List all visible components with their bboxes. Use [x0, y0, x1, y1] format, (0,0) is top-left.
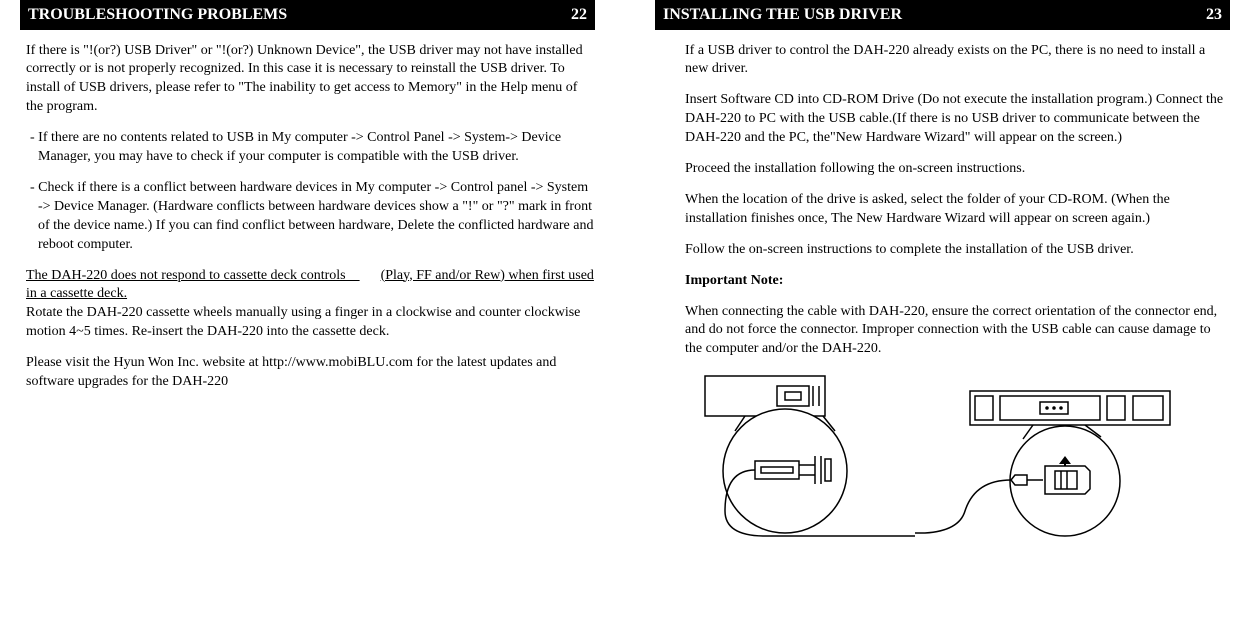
left-paragraph-2: Rotate the DAH-220 cassette wheels manua…	[26, 304, 595, 342]
right-paragraph-2: Insert Software CD into CD-ROM Drive (Do…	[685, 91, 1230, 148]
important-note-text: When connecting the cable with DAH-220, …	[685, 303, 1230, 360]
page-right: INSTALLING THE USB DRIVER 23 If a USB dr…	[625, 0, 1250, 635]
header-bar-left: TROUBLESHOOTING PROBLEMS 22	[20, 0, 595, 30]
pc-port-diagram-icon	[685, 371, 915, 541]
right-paragraph-1: If a USB driver to control the DAH-220 a…	[685, 42, 1230, 80]
left-underline-part-a: The DAH-220 does not respond to cassette…	[26, 268, 360, 283]
usb-connection-diagram	[685, 371, 1230, 541]
page-left: TROUBLESHOOTING PROBLEMS 22 If there is …	[0, 0, 625, 635]
right-paragraph-3: Proceed the installation following the o…	[685, 160, 1230, 179]
body-left: If there is "!(or?) USB Driver" or "!(or…	[20, 42, 595, 392]
left-list-item-1: - If there are no contents related to US…	[26, 129, 595, 167]
page-number-right: 23	[1206, 4, 1222, 26]
important-note-label: Important Note:	[685, 272, 1230, 291]
right-paragraph-5: Follow the on-screen instructions to com…	[685, 241, 1230, 260]
left-paragraph-1: If there is "!(or?) USB Driver" or "!(or…	[26, 42, 595, 118]
body-right: If a USB driver to control the DAH-220 a…	[655, 42, 1230, 542]
header-title-left: TROUBLESHOOTING PROBLEMS	[28, 4, 287, 26]
page-number-left: 22	[571, 4, 587, 26]
header-title-right: INSTALLING THE USB DRIVER	[663, 4, 902, 26]
left-list-item-2: - Check if there is a conflict between h…	[26, 179, 595, 255]
left-paragraph-3: Please visit the Hyun Won Inc. website a…	[26, 354, 595, 392]
header-bar-right: INSTALLING THE USB DRIVER 23	[655, 0, 1230, 30]
device-connector-diagram-icon	[915, 371, 1195, 541]
right-paragraph-4: When the location of the drive is asked,…	[685, 191, 1230, 229]
left-underline-heading: The DAH-220 does not respond to cassette…	[26, 267, 595, 305]
